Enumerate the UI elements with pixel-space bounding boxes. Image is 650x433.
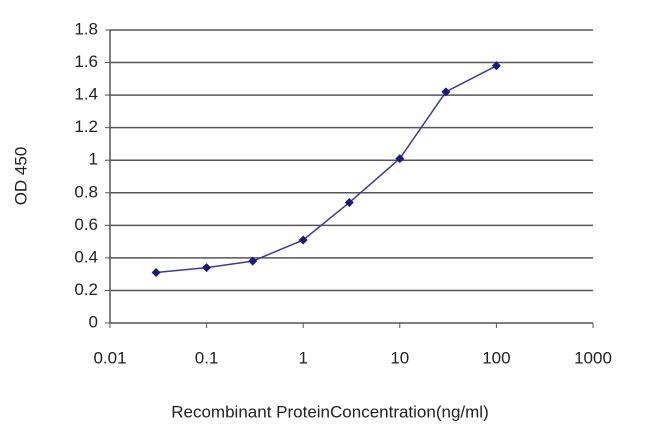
- y-tick-label: 0.2: [74, 280, 98, 299]
- data-point: [151, 268, 161, 278]
- y-tick-label: 0: [89, 312, 98, 331]
- data-point: [344, 198, 354, 208]
- y-tick-label: 0.4: [74, 247, 98, 266]
- data-point: [441, 87, 451, 97]
- data-point: [202, 263, 212, 273]
- y-tick-label: 0.6: [74, 215, 98, 234]
- x-tick-label: 1: [298, 348, 307, 367]
- y-tick-label: 1.8: [74, 19, 98, 38]
- x-axis-label: Recombinant ProteinConcentration(ng/ml): [171, 402, 489, 421]
- data-point: [298, 235, 308, 245]
- x-tick-label: 0.1: [195, 348, 219, 367]
- y-axis-label: OD 450: [11, 147, 30, 206]
- data-point: [491, 61, 501, 71]
- x-tick-label: 100: [482, 348, 510, 367]
- x-tick-label: 10: [390, 348, 409, 367]
- data-point: [248, 256, 258, 266]
- y-tick-label: 1.4: [74, 85, 98, 104]
- y-tick-label: 1.6: [74, 52, 98, 71]
- x-tick-label: 1000: [574, 348, 612, 367]
- x-tick-label: 0.01: [93, 348, 126, 367]
- y-tick-label: 1: [89, 150, 98, 169]
- y-tick-label: 0.8: [74, 182, 98, 201]
- y-tick-label: 1.2: [74, 117, 98, 136]
- data-line: [156, 65, 497, 274]
- data-point: [395, 154, 405, 164]
